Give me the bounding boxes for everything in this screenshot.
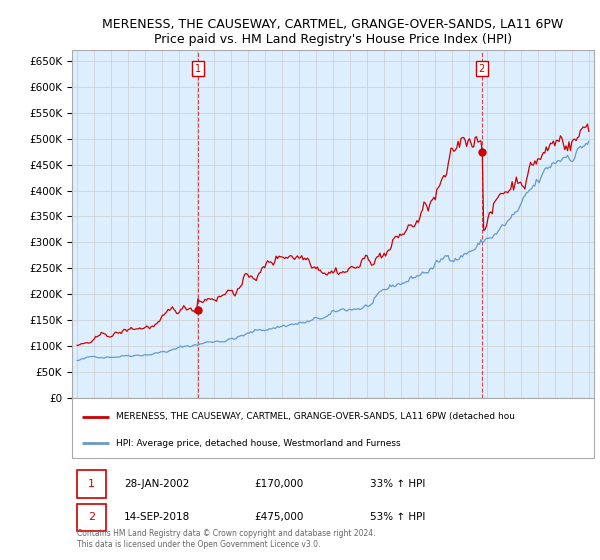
Text: 53% ↑ HPI: 53% ↑ HPI <box>370 512 425 522</box>
Text: MERENESS, THE CAUSEWAY, CARTMEL, GRANGE-OVER-SANDS, LA11 6PW (detached hou: MERENESS, THE CAUSEWAY, CARTMEL, GRANGE-… <box>116 413 515 422</box>
Text: £170,000: £170,000 <box>254 479 304 489</box>
Text: HPI: Average price, detached house, Westmorland and Furness: HPI: Average price, detached house, West… <box>116 439 401 448</box>
FancyBboxPatch shape <box>77 503 106 531</box>
Text: 2: 2 <box>88 512 95 522</box>
Text: 2: 2 <box>478 64 485 73</box>
Text: £475,000: £475,000 <box>254 512 304 522</box>
Text: 1: 1 <box>88 479 95 489</box>
FancyBboxPatch shape <box>72 398 594 459</box>
Title: MERENESS, THE CAUSEWAY, CARTMEL, GRANGE-OVER-SANDS, LA11 6PW
Price paid vs. HM L: MERENESS, THE CAUSEWAY, CARTMEL, GRANGE-… <box>103 18 563 46</box>
Text: 33% ↑ HPI: 33% ↑ HPI <box>370 479 425 489</box>
FancyBboxPatch shape <box>77 470 106 498</box>
Text: 28-JAN-2002: 28-JAN-2002 <box>124 479 190 489</box>
Text: Contains HM Land Registry data © Crown copyright and database right 2024.
This d: Contains HM Land Registry data © Crown c… <box>77 529 376 549</box>
Text: 14-SEP-2018: 14-SEP-2018 <box>124 512 190 522</box>
Text: 1: 1 <box>195 64 201 73</box>
